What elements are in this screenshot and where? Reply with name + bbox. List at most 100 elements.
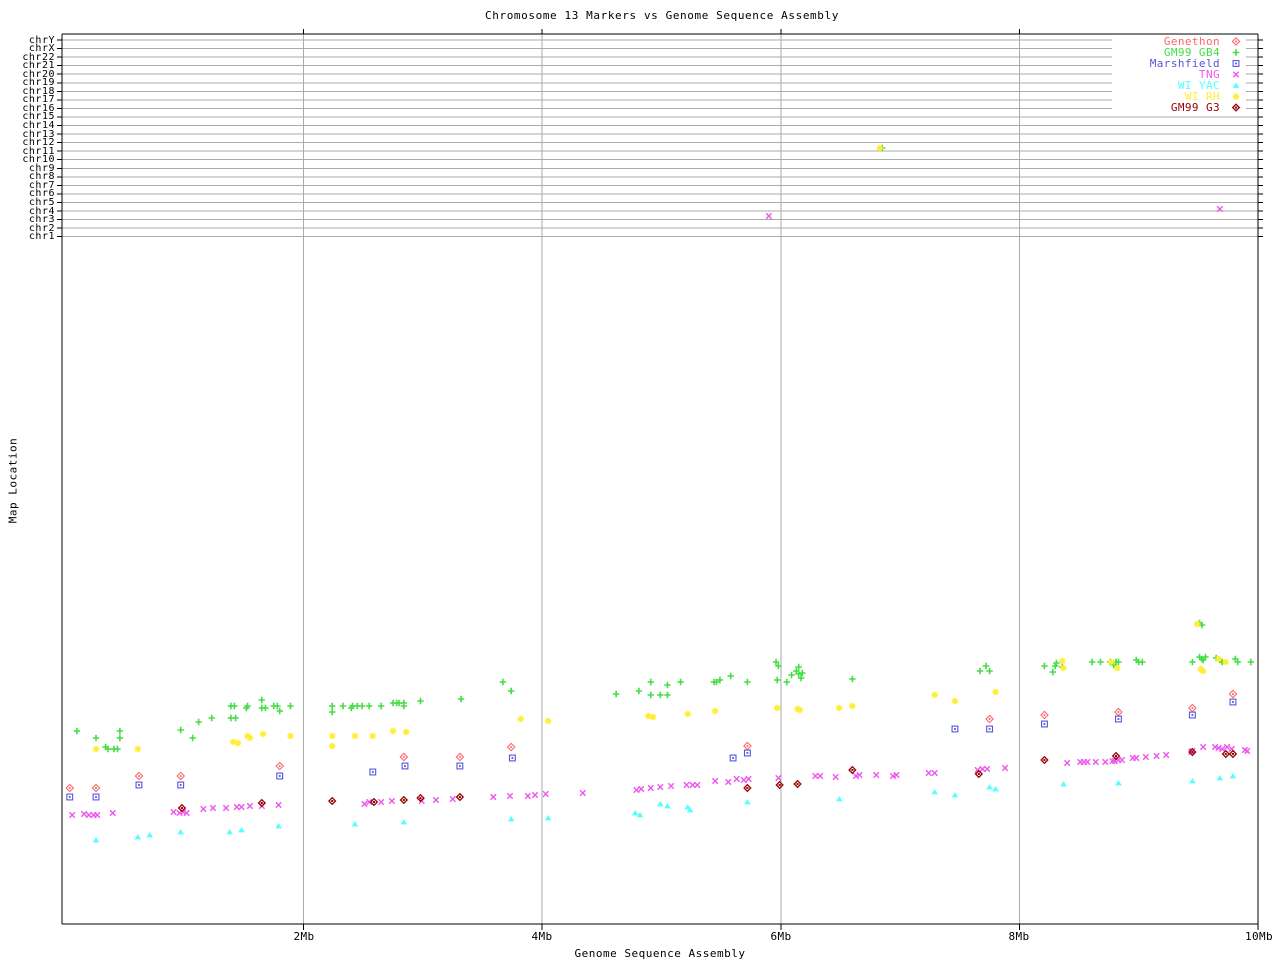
chr-label-chr14: chr14 [22,120,55,132]
marker-plus [986,667,993,675]
marker-diamond-fill [399,795,409,805]
marker-star [876,144,884,152]
marker-cross [85,811,93,819]
marker-plus [258,696,266,704]
marker-cross [579,789,586,797]
legend-label: GM99 G3 [1170,101,1220,114]
marker-square-dot [66,793,74,801]
marker-cross [983,765,991,773]
marker-square-dot [135,781,143,789]
marker-cross [765,212,773,220]
marker-star [369,732,377,740]
marker-plus [262,704,269,712]
marker-triangle [177,829,185,835]
marker-plus [1051,662,1059,670]
chr-label-chr6: chr6 [28,188,55,200]
marker-diamond-fill [369,797,379,807]
marker-cross [233,803,240,811]
x-tick-label-6mb: 6Mb [770,930,792,943]
marker-diamond-dot [1114,707,1123,717]
marker-plus [417,697,424,705]
marker-plus [116,734,124,742]
marker-plus [1053,659,1060,667]
marker-star [517,715,525,723]
marker-star [234,739,242,747]
legend-label: WI YAC [1177,79,1220,92]
marker-plus [713,678,720,686]
marker-plus [329,702,336,710]
marker-cross [931,769,938,777]
chr-label-chr1: chr1 [28,231,55,243]
marker-cross [638,785,645,793]
marker-diamond-dot [1231,37,1241,46]
marker-cross [200,805,207,813]
marker-diamond-dot [985,714,994,724]
marker-triangle [657,801,664,807]
marker-star [773,704,781,712]
marker-diamond-dot [743,741,752,751]
marker-plus [507,687,515,695]
marker-cross [68,811,76,819]
marker-diamond-dot [506,742,516,752]
marker-plus [1234,658,1241,666]
marker-star [796,706,804,714]
marker-diamond-fill [743,783,752,793]
marker-plus [774,676,781,684]
marker-star [645,712,652,720]
marker-cross [740,776,748,784]
marker-triangle [146,832,154,838]
marker-square-dot [951,725,959,733]
marker-cross [689,781,696,789]
marker-star [1193,620,1201,628]
marker-cross [377,798,385,806]
marker-star [259,730,267,738]
legend-label: GM99 GB4 [1163,46,1220,59]
marker-triangle [986,784,993,790]
marker-plus [1097,658,1104,666]
marker-diamond-fill [1231,103,1241,112]
legend-marker-diamond-fill-icon [1231,103,1241,112]
chr-label-chr22: chr22 [22,51,55,63]
marker-cross [694,781,701,789]
marker-square-dot [1229,698,1237,706]
marker-cross [1084,758,1091,766]
chr-label-chr5: chr5 [28,197,55,208]
marker-cross [1216,205,1224,213]
marker-cross [683,781,690,789]
marker-square-dot [1232,60,1240,67]
marker-diamond-dot [275,761,285,771]
marker-cross [222,804,230,812]
marker-cross [238,803,245,811]
marker-square-dot [1188,711,1196,719]
marker-plus [1232,49,1240,56]
legend-item-tng: TNG [1112,69,1246,80]
chr-label-chr16: chr16 [22,102,55,114]
marker-triangle [544,815,552,821]
marker-cross [432,796,440,804]
marker-plus [635,687,643,695]
marker-square-dot [276,772,284,780]
marker-triangle [134,834,142,840]
marker-diamond-fill [1111,751,1121,761]
marker-star [992,688,999,696]
marker-star [711,707,719,715]
chr-label-chr10: chr10 [22,154,55,166]
legend-marker-diamond-dot-icon [1231,37,1241,46]
marker-cross [775,774,782,782]
marker-triangle [1229,773,1237,779]
marker-cross [1102,758,1109,766]
marker-square-dot [986,725,994,733]
marker-star [287,732,294,740]
series-wi-rh [92,144,1230,753]
marker-plus [797,674,805,682]
chr-label-chr20: chr20 [22,68,55,80]
marker-cross [1244,747,1251,755]
marker-triangle [992,786,999,792]
marker-plus [457,695,465,703]
marker-diamond-dot [399,752,409,762]
legend: Genethon GM99 GB4 Marshfield TNG WI YAC WI RH… [1112,36,1246,115]
marker-plus [1115,658,1122,666]
marker-diamond-fill [848,765,857,775]
chr-label-chr4: chr4 [28,205,55,217]
marker-cross [633,786,640,794]
